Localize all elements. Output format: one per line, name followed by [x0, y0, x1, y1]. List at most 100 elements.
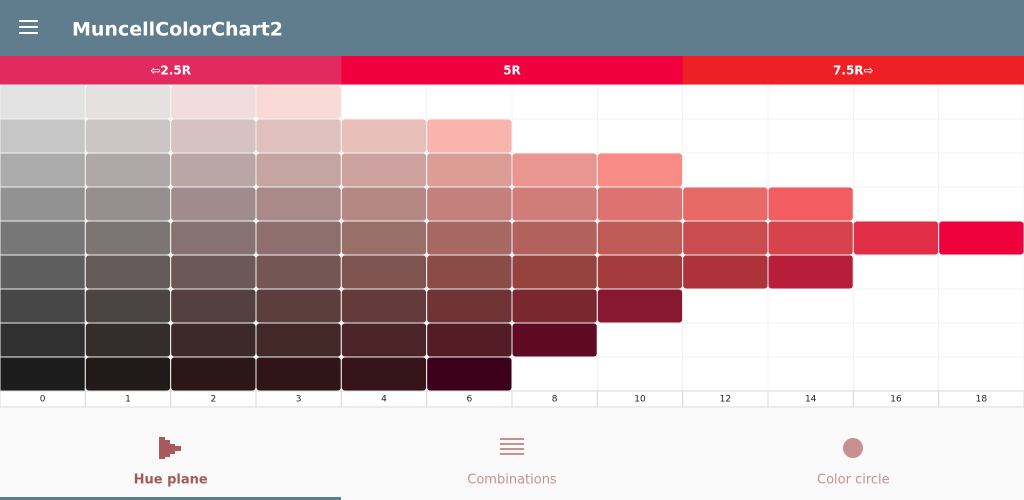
color-swatch[interactable]	[597, 153, 683, 187]
color-swatch[interactable]	[597, 255, 683, 289]
color-swatch[interactable]	[256, 323, 341, 357]
color-swatch[interactable]	[171, 119, 256, 153]
color-swatch[interactable]	[256, 221, 341, 255]
color-swatch[interactable]	[512, 221, 597, 255]
menu-line	[19, 20, 38, 22]
chroma-label: 14	[805, 395, 817, 405]
color-swatch[interactable]	[341, 221, 427, 255]
hue-tab[interactable]	[341, 56, 684, 85]
color-swatch[interactable]	[427, 323, 512, 357]
color-swatch[interactable]	[341, 119, 427, 153]
color-swatch[interactable]	[0, 221, 85, 255]
color-swatch[interactable]	[683, 187, 768, 221]
color-swatch[interactable]	[768, 255, 853, 289]
chroma-cell	[938, 390, 1024, 408]
color-swatch[interactable]	[256, 187, 341, 221]
chroma-label: 8	[552, 395, 558, 405]
color-swatch[interactable]	[171, 85, 256, 119]
color-swatch[interactable]	[427, 187, 512, 221]
color-swatch[interactable]	[683, 221, 768, 255]
app-bar	[0, 0, 1024, 56]
color-swatch[interactable]	[512, 187, 597, 221]
color-swatch[interactable]	[341, 187, 427, 221]
chroma-label: 18	[976, 395, 988, 405]
color-swatch[interactable]	[597, 187, 683, 221]
hue-tab-label: 7.5R⇨	[833, 64, 874, 78]
menu-line	[19, 26, 38, 28]
color-swatch[interactable]	[427, 119, 512, 153]
hue-tab[interactable]	[0, 56, 342, 85]
chroma-label: 0	[40, 395, 46, 405]
color-swatch[interactable]	[512, 289, 597, 323]
nav-label: Combinations	[467, 473, 557, 488]
color-swatch[interactable]	[0, 255, 85, 289]
color-swatch[interactable]	[853, 221, 939, 255]
color-swatch[interactable]	[939, 221, 1024, 255]
hue-tab[interactable]	[682, 56, 1024, 85]
menu-line	[19, 32, 38, 34]
color-swatch[interactable]	[85, 323, 171, 357]
color-swatch[interactable]	[768, 187, 853, 221]
color-swatch[interactable]	[341, 357, 427, 391]
color-swatch[interactable]	[256, 255, 341, 289]
color-swatch[interactable]	[0, 119, 85, 153]
hue-tab-label: 5R	[503, 64, 521, 78]
color-swatch[interactable]	[256, 153, 341, 187]
color-swatch[interactable]	[171, 357, 256, 391]
color-swatch[interactable]	[341, 289, 427, 323]
color-swatch[interactable]	[0, 289, 85, 323]
chroma-label: 10	[634, 395, 646, 405]
color-swatch[interactable]	[85, 221, 171, 255]
color-swatch[interactable]	[427, 221, 512, 255]
color-swatch[interactable]	[85, 119, 171, 153]
color-swatch[interactable]	[512, 323, 597, 357]
color-swatch[interactable]	[256, 85, 341, 119]
color-swatch[interactable]	[0, 187, 85, 221]
color-swatch[interactable]	[597, 221, 683, 255]
chroma-label: 12	[720, 395, 731, 405]
color-swatch[interactable]	[171, 221, 256, 255]
menu-button[interactable]	[19, 20, 38, 34]
color-circle-icon	[843, 438, 863, 458]
color-swatch[interactable]	[0, 85, 85, 119]
color-swatch[interactable]	[256, 357, 341, 391]
chroma-label: 2	[210, 395, 216, 405]
color-swatch[interactable]	[171, 153, 256, 187]
color-swatch[interactable]	[85, 153, 171, 187]
color-swatch[interactable]	[85, 187, 171, 221]
color-swatch[interactable]	[171, 289, 256, 323]
color-swatch[interactable]	[256, 289, 341, 323]
color-swatch[interactable]	[512, 153, 597, 187]
color-swatch[interactable]	[427, 289, 512, 323]
color-swatch[interactable]	[0, 153, 85, 187]
app-title: MuncellColorChart2	[72, 19, 283, 41]
chroma-label: 4	[381, 395, 387, 405]
hue-plane-icon	[159, 437, 181, 459]
color-swatch[interactable]	[85, 357, 171, 391]
chroma-label: 6	[466, 395, 472, 405]
color-swatch[interactable]	[768, 221, 853, 255]
chroma-label: 16	[890, 395, 902, 405]
color-swatch[interactable]	[0, 357, 85, 391]
color-swatch[interactable]	[427, 357, 512, 391]
color-swatch[interactable]	[341, 153, 427, 187]
color-swatch[interactable]	[85, 289, 171, 323]
color-swatch[interactable]	[0, 323, 85, 357]
hue-tab-label: ⇦2.5R	[150, 64, 191, 78]
color-swatch[interactable]	[683, 255, 768, 289]
color-swatch[interactable]	[85, 85, 171, 119]
chroma-label: 3	[296, 395, 302, 405]
color-swatch[interactable]	[427, 255, 512, 289]
color-swatch[interactable]	[341, 255, 427, 289]
color-swatch[interactable]	[85, 255, 171, 289]
color-swatch[interactable]	[256, 119, 341, 153]
color-swatch[interactable]	[427, 153, 512, 187]
color-swatch[interactable]	[171, 323, 256, 357]
color-swatch[interactable]	[512, 255, 597, 289]
color-swatch[interactable]	[171, 187, 256, 221]
color-swatch[interactable]	[341, 323, 427, 357]
chroma-label: 1	[125, 395, 131, 405]
color-swatch[interactable]	[171, 255, 256, 289]
color-swatch[interactable]	[597, 289, 683, 323]
